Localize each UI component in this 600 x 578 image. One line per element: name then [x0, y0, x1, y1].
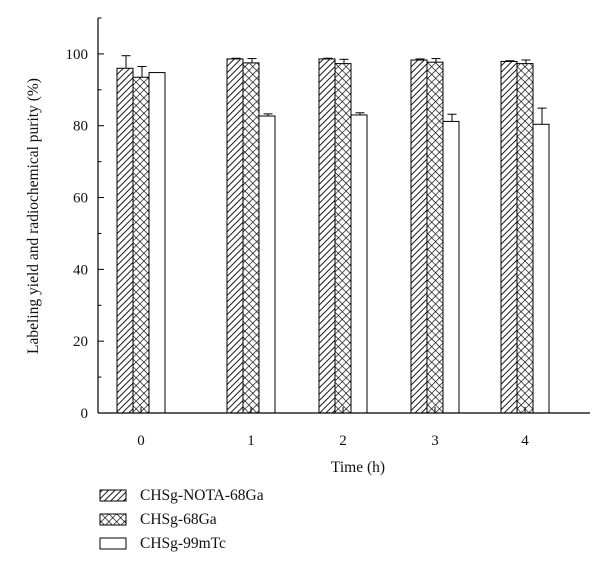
y-tick-label-2: 40	[73, 262, 88, 278]
bar-2-1	[258, 115, 276, 414]
bar-1-4	[516, 63, 534, 414]
legend-swatch-chsg-nota-68ga	[99, 489, 127, 502]
bar-1-3	[426, 61, 444, 414]
axes-layer	[97, 17, 590, 414]
legend-swatch-chsg-68ga	[99, 513, 127, 526]
tick-labels-layer: 0 20 40 60 80 100 0 1 2 3 4	[66, 47, 530, 449]
bar-2-2	[350, 114, 368, 414]
x-tick-label-2: 2	[339, 433, 347, 449]
bars-layer	[116, 58, 550, 414]
x-tick-label-4: 4	[521, 433, 529, 449]
legend-label-chsg-nota-68ga: CHSg-NOTA-68Ga	[140, 487, 264, 504]
x-tick-label-0: 0	[137, 433, 145, 449]
bar-1-2	[334, 63, 352, 414]
bar-1-1	[242, 62, 260, 414]
bar-2-3	[442, 120, 460, 414]
x-tick-label-1: 1	[247, 433, 255, 449]
legend-label-chsg-68ga: CHSg-68Ga	[140, 511, 217, 528]
x-axis-title: Time (h)	[331, 459, 385, 476]
y-tick-label-0: 0	[81, 406, 89, 422]
bar-0-1	[226, 58, 244, 414]
bar-0-2	[318, 58, 336, 414]
legend: CHSg-NOTA-68Ga CHSg-68Ga CHSg-99mTc	[99, 487, 264, 552]
y-tick-label-3: 60	[73, 191, 88, 207]
bar-2-4	[532, 123, 550, 414]
y-tick-label-5: 100	[66, 47, 89, 63]
bar-2-0	[148, 72, 166, 414]
bar-0-0	[116, 67, 134, 414]
legend-label-chsg-99mtc: CHSg-99mTc	[140, 535, 226, 552]
y-tick-label-1: 20	[73, 334, 88, 350]
y-tick-label-4: 80	[73, 119, 88, 135]
bar-0-3	[410, 59, 428, 414]
x-tick-label-3: 3	[431, 433, 439, 449]
y-axis-title: Labeling yield and radiochemical purity …	[25, 78, 42, 354]
bar-1-0	[132, 76, 150, 414]
legend-swatch-chsg-99mtc	[99, 537, 127, 550]
bar-0-4	[500, 60, 518, 414]
error-bars-layer	[121, 55, 547, 125]
